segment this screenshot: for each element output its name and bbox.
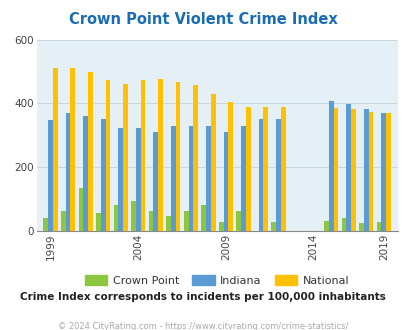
Bar xyxy=(96,214,100,231)
Bar xyxy=(263,107,268,231)
Bar xyxy=(158,80,162,231)
Bar xyxy=(218,222,223,231)
Bar xyxy=(210,94,215,231)
Bar xyxy=(385,113,390,231)
Bar xyxy=(323,221,328,231)
Bar xyxy=(376,222,381,231)
Bar xyxy=(280,107,285,231)
Bar xyxy=(171,126,175,231)
Bar xyxy=(358,223,363,231)
Bar xyxy=(105,81,110,231)
Bar xyxy=(341,218,345,231)
Bar xyxy=(350,109,355,231)
Bar xyxy=(113,206,118,231)
Bar xyxy=(88,72,92,231)
Bar xyxy=(275,119,280,231)
Bar xyxy=(258,119,263,231)
Bar xyxy=(223,132,228,231)
Bar xyxy=(188,126,193,231)
Text: © 2024 CityRating.com - https://www.cityrating.com/crime-statistics/: © 2024 CityRating.com - https://www.city… xyxy=(58,322,347,330)
Bar xyxy=(61,211,66,231)
Bar xyxy=(175,82,180,231)
Bar xyxy=(363,109,368,231)
Bar xyxy=(53,68,58,231)
Bar xyxy=(153,132,158,231)
Bar xyxy=(328,101,333,231)
Bar xyxy=(48,120,53,231)
Bar xyxy=(131,201,136,231)
Bar xyxy=(236,211,241,231)
Bar xyxy=(333,108,337,231)
Bar xyxy=(100,119,105,231)
Bar xyxy=(148,211,153,231)
Bar xyxy=(241,126,245,231)
Bar xyxy=(83,116,88,231)
Bar xyxy=(118,128,123,231)
Bar xyxy=(123,83,128,231)
Bar xyxy=(368,112,373,231)
Bar xyxy=(140,81,145,231)
Bar xyxy=(245,107,250,231)
Bar xyxy=(136,128,140,231)
Text: Crime Index corresponds to incidents per 100,000 inhabitants: Crime Index corresponds to incidents per… xyxy=(20,292,385,302)
Bar xyxy=(228,102,232,231)
Bar xyxy=(78,188,83,231)
Bar xyxy=(166,216,171,231)
Bar xyxy=(206,126,210,231)
Bar xyxy=(201,205,206,231)
Text: Crown Point Violent Crime Index: Crown Point Violent Crime Index xyxy=(68,12,337,26)
Bar xyxy=(70,68,75,231)
Bar xyxy=(183,211,188,231)
Bar xyxy=(271,222,275,231)
Bar xyxy=(381,113,385,231)
Bar xyxy=(345,104,350,231)
Bar xyxy=(43,218,48,231)
Bar xyxy=(193,85,198,231)
Bar xyxy=(66,113,70,231)
Legend: Crown Point, Indiana, National: Crown Point, Indiana, National xyxy=(80,271,353,291)
